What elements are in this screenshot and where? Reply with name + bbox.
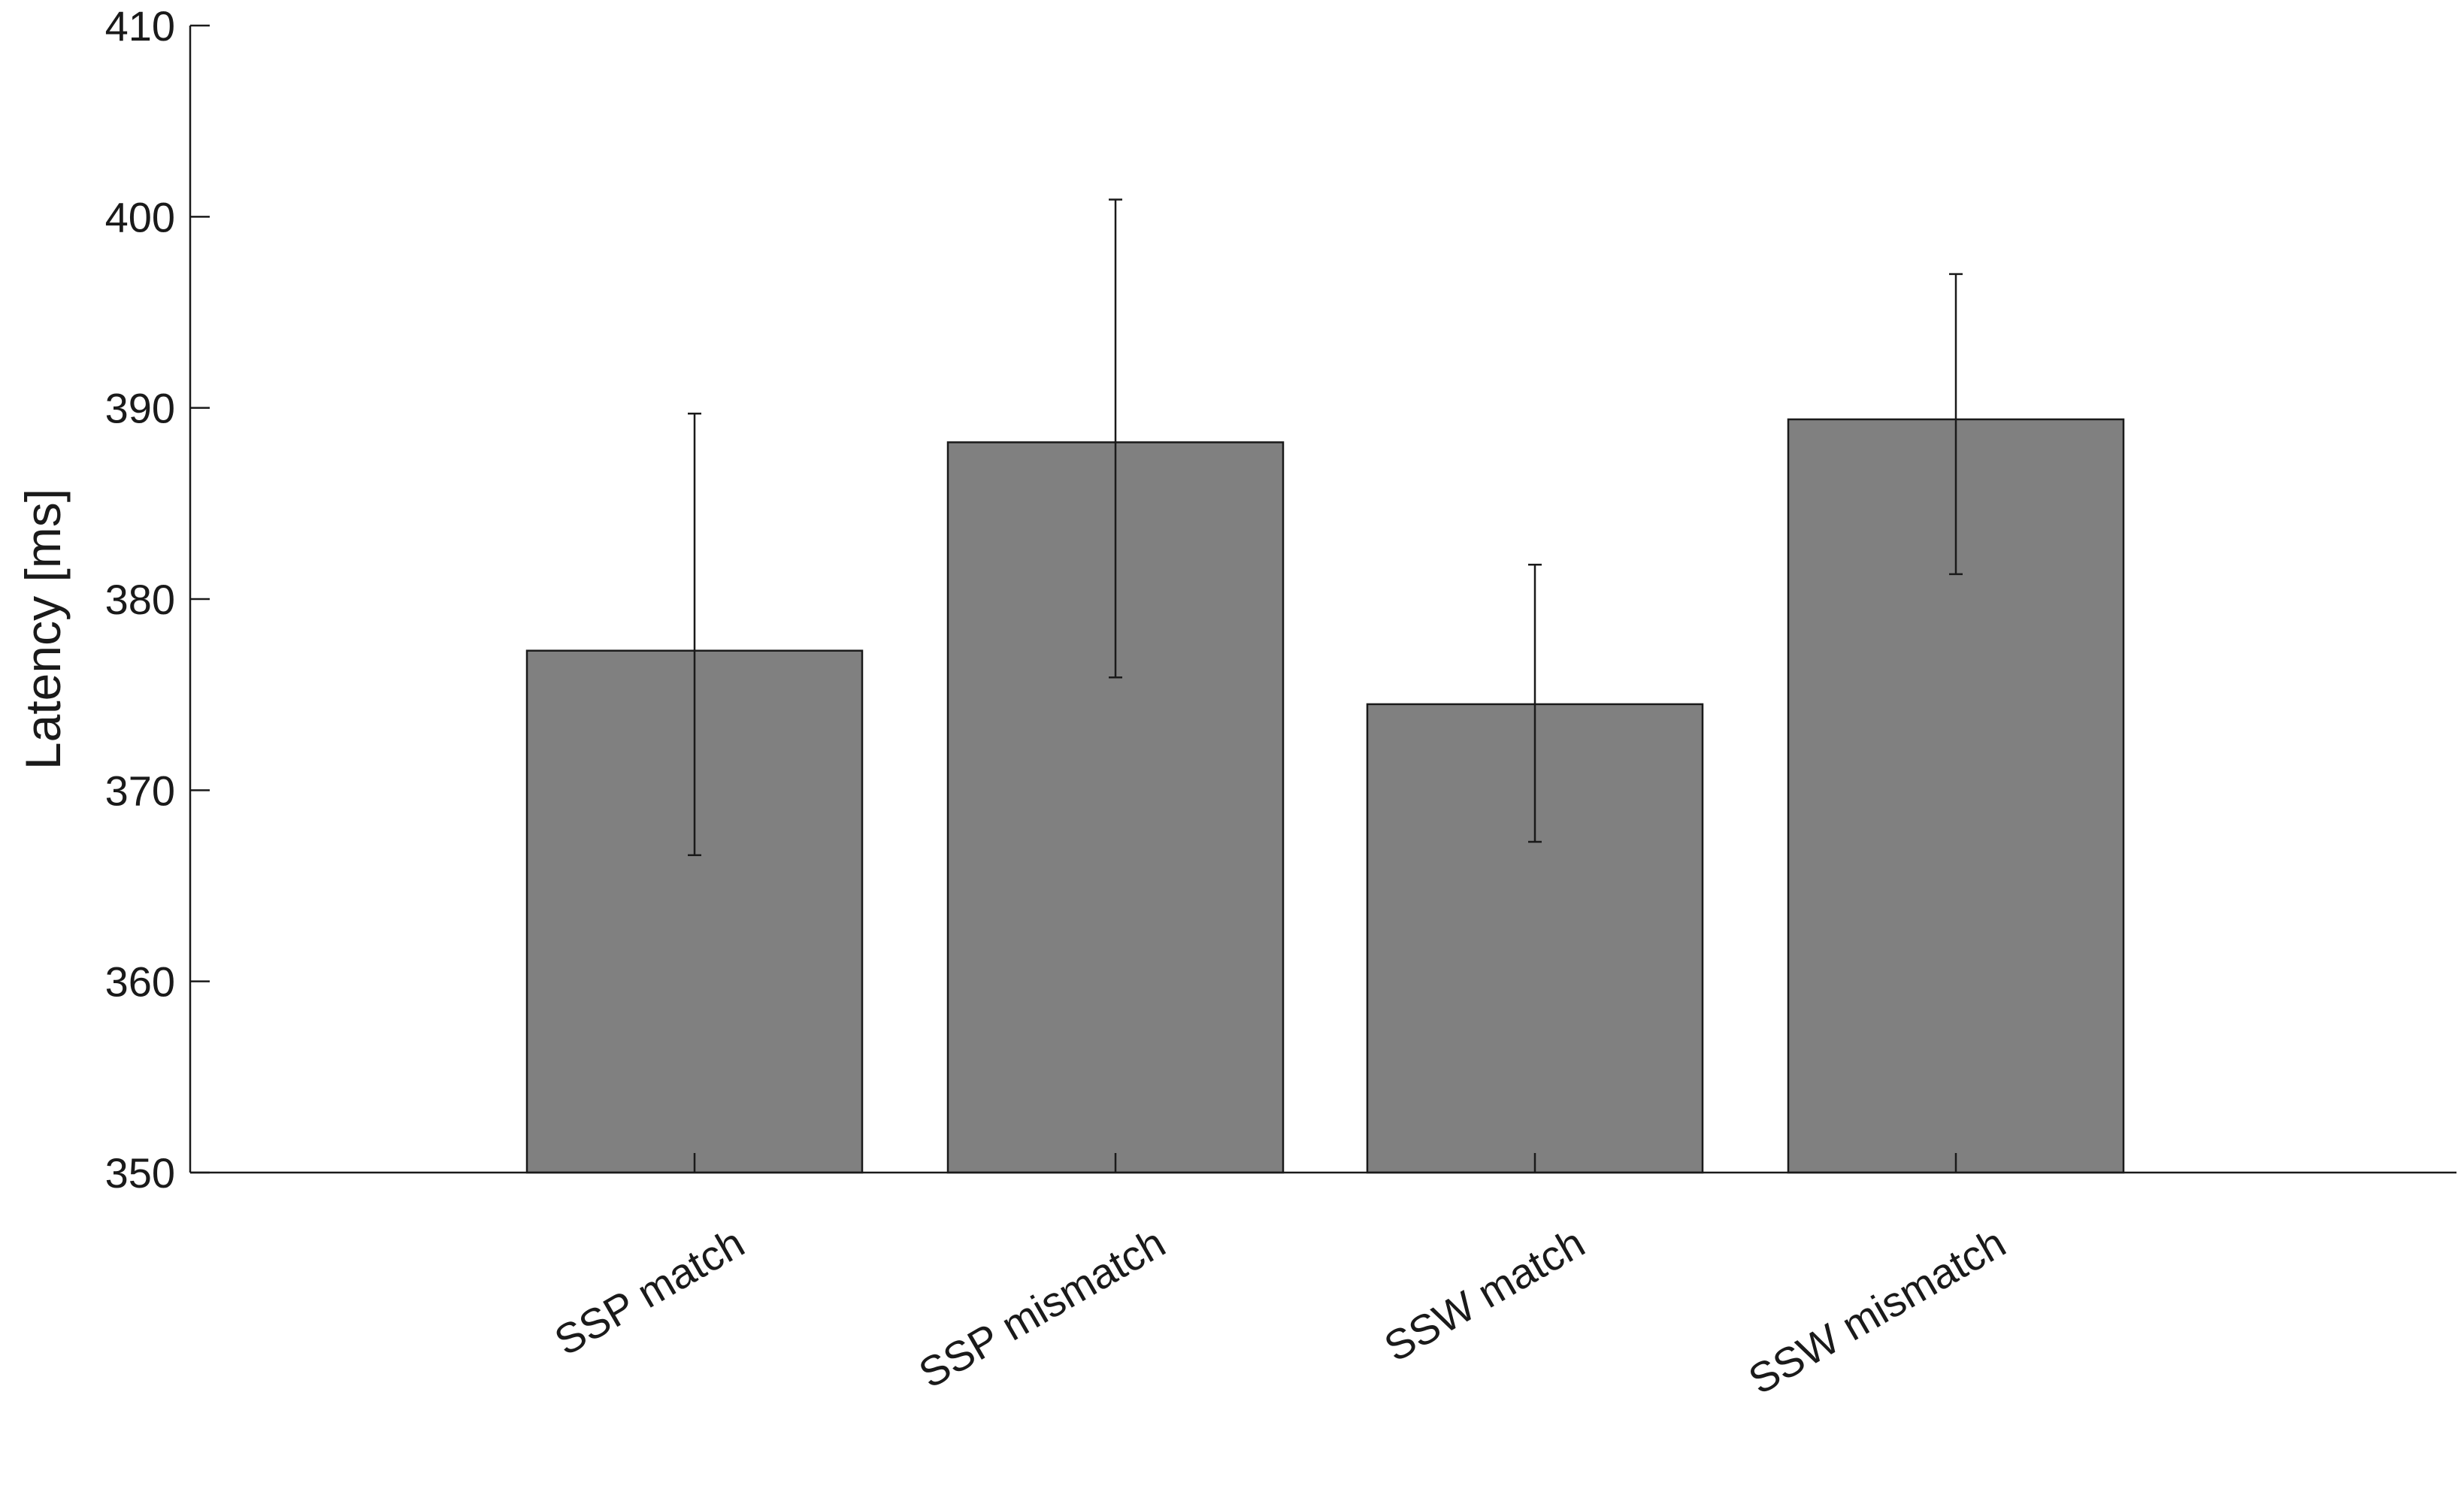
error-bar (1949, 273, 1963, 576)
x-ticks-layer: SSP match SSP mismatch SSW match SSW mismat… (546, 1153, 2013, 1403)
y-tick-label: 350 (105, 1149, 175, 1197)
error-bar (688, 413, 701, 857)
y-tick-label: 410 (105, 2, 175, 50)
error-bar (1528, 563, 1542, 843)
x-tick-label: SSP mismatch (911, 1218, 1173, 1397)
y-tick-label: 390 (105, 385, 175, 432)
y-tick-label: 380 (105, 576, 175, 623)
y-axis-label: Latency [ms] (15, 489, 71, 770)
y-tick-label: 360 (105, 958, 175, 1006)
y-tick-label: 370 (105, 767, 175, 814)
error-bar (1109, 198, 1122, 679)
x-tick-label: SSP match (546, 1218, 752, 1364)
y-ticks-layer: 350 360 370 380 390 400 410 (105, 2, 210, 1197)
bars-layer (525, 418, 2125, 1174)
x-tick-label: SSW mismatch (1740, 1218, 2013, 1403)
x-tick-label: SSW match (1376, 1218, 1593, 1370)
y-tick-label: 400 (105, 193, 175, 241)
error-bars-layer (688, 198, 1963, 857)
